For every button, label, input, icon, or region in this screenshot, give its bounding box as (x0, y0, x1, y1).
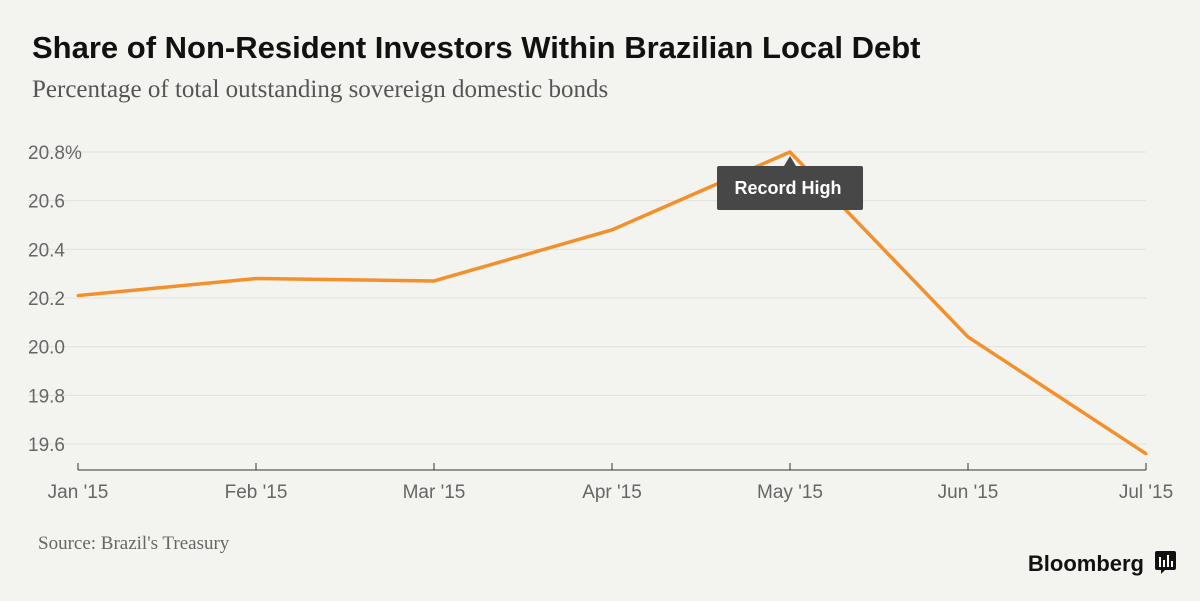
data-point (966, 335, 970, 339)
y-tick-label: 19.8 (28, 386, 65, 407)
bloomberg-bars-icon (1155, 551, 1176, 574)
data-point (76, 294, 80, 298)
data-point (1144, 452, 1148, 456)
y-tick-label: 20.2 (28, 289, 65, 310)
brand-logo: Bloomberg (1027, 551, 1144, 576)
chart-subtitle: Percentage of total outstanding sovereig… (32, 76, 609, 103)
x-tick-label: Jul '15 (1119, 482, 1173, 503)
source-note: Source: Brazil's Treasury (38, 533, 230, 554)
x-tick-label: Jan '15 (48, 482, 109, 503)
y-tick-label: 20.8% (28, 143, 82, 164)
series-layer (76, 150, 1148, 456)
y-tick-label: 20.6 (28, 192, 65, 213)
annotation-pointer (784, 156, 796, 166)
y-tick-label: 20.0 (28, 338, 65, 359)
y-tick-label: 20.4 (28, 240, 65, 261)
x-tick-label: Feb '15 (225, 482, 288, 503)
x-tick-label: May '15 (757, 482, 823, 503)
x-tick-label: Jun '15 (938, 482, 999, 503)
annotation-callout: Record High (717, 156, 863, 210)
x-tick-label: Mar '15 (403, 482, 466, 503)
grid-lines (28, 151, 1146, 445)
x-tick-label: Apr '15 (582, 482, 642, 503)
x-axis-ticks: Jan '15 Feb '15 Mar '15 Apr '15 May '15 Jun '… (48, 463, 1173, 503)
data-point (610, 228, 614, 232)
y-tick-label: 19.6 (28, 435, 65, 456)
annotation-label: Record High (734, 178, 841, 198)
annotations: Record High (717, 156, 863, 210)
data-point (254, 277, 258, 281)
y-axis-ticks: 20.8% 20.6 20.4 20.2 20.0 19.8 19.6 (28, 143, 82, 456)
chart-title: Share of Non-Resident Investors Within B… (32, 30, 921, 65)
series-line (77, 150, 1147, 456)
data-point (788, 150, 792, 154)
data-point (432, 279, 436, 283)
annotation-box (717, 166, 863, 210)
